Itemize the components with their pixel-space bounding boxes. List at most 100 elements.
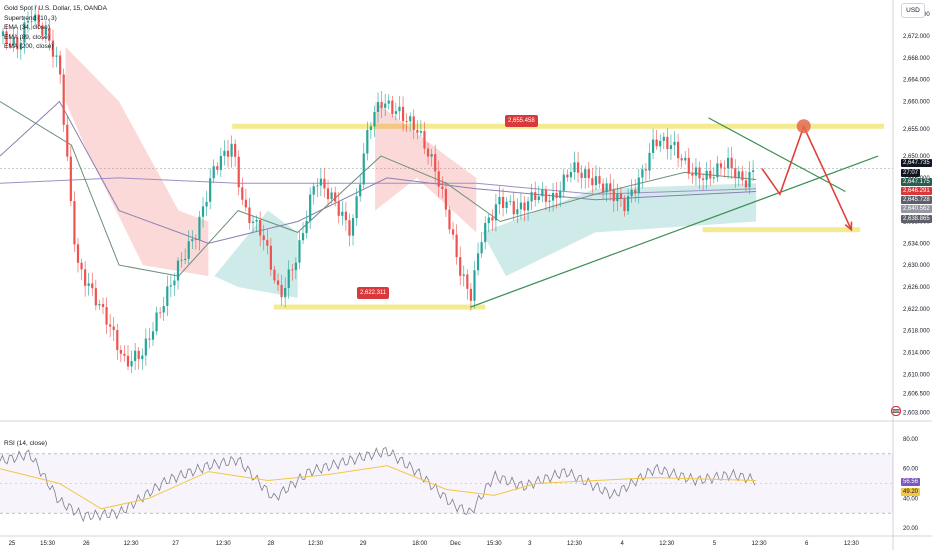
candle-up [726, 157, 730, 169]
y-tick-label: 2,603.000 [903, 410, 930, 416]
candle-up [141, 355, 144, 360]
candle-up [384, 103, 387, 108]
x-tick-label: 6 [805, 541, 809, 547]
candle-up [223, 150, 226, 156]
candle-up [298, 240, 301, 263]
candle-up [376, 101, 380, 112]
x-tick-label: 28 [268, 541, 275, 547]
candle-down [37, 14, 40, 26]
candle-up [351, 218, 355, 236]
candle-up [173, 280, 176, 286]
candle-up [187, 241, 190, 259]
candle-down [326, 188, 330, 200]
candle-up [162, 305, 165, 313]
indicator-ema-200[interactable]: EMA (200, close) [4, 43, 54, 50]
x-tick-label: 12:30 [308, 541, 324, 547]
candle-down [380, 101, 383, 108]
currency-badge[interactable]: USD [901, 3, 925, 18]
x-tick-label: 18:00 [412, 541, 428, 547]
indicator-supertrend[interactable]: Supertrend (10, 3) [4, 14, 57, 22]
candle-down [91, 283, 94, 289]
candle-up [430, 154, 433, 157]
candle-down [244, 199, 247, 208]
y-tick-label: 2,626.000 [903, 285, 930, 291]
candle-up [19, 42, 22, 50]
x-tick-layer: 25 15:30 26 12:30 27 12:30 28 12:30 29 18:00 Dec 15… [9, 541, 860, 547]
legend: Gold Spot / U.S. Dollar, 15, OANDA Super… [4, 4, 107, 52]
x-tick-label: 3 [528, 541, 532, 547]
resistance-zone [232, 123, 885, 129]
indicator-ema-89[interactable]: EMA (89, close) [4, 33, 50, 41]
candle-down [80, 262, 83, 270]
candle-down [730, 157, 733, 169]
candle-up [155, 312, 158, 332]
candle-up [519, 202, 523, 210]
candle-down [269, 245, 272, 270]
rsi-y-tick-label: 20.00 [903, 526, 919, 532]
candle-up [366, 129, 369, 154]
candle-down [248, 207, 251, 223]
indicator-ema-34[interactable]: EMA (34, close) [4, 24, 50, 31]
rsi-line [0, 446, 756, 523]
rsi-label[interactable]: RSI (14, close) [4, 440, 47, 447]
candle-down [655, 139, 658, 147]
candle-down [216, 166, 219, 170]
projection-path [761, 124, 853, 231]
candle-down [323, 178, 326, 189]
candle-down [455, 234, 458, 258]
band-layer [232, 123, 885, 310]
candle-up [319, 178, 322, 186]
x-tick-label: 12:30 [659, 541, 675, 547]
candle-up [480, 242, 483, 254]
rsi-ma-value-tag: 49.20 [901, 488, 921, 496]
candle-down [62, 74, 65, 125]
candle-up [144, 338, 147, 356]
candle-down [701, 178, 705, 180]
candle-up [287, 269, 290, 288]
y-tick-label: 2,614.000 [903, 350, 930, 356]
candle-up [176, 260, 180, 281]
y-tick-label: 2,650.000 [903, 154, 930, 160]
candle-up [305, 220, 308, 234]
y-tick-label: 2,672.000 [903, 34, 930, 40]
candle-down [94, 288, 97, 306]
price-tag: 2,645.728 [901, 196, 932, 205]
candle-down [680, 158, 683, 161]
price-tag: 2,638.865 [901, 214, 932, 223]
candle-up [605, 183, 608, 193]
candle-down [259, 219, 262, 236]
candle-up [498, 196, 501, 205]
candle-layer [1, 4, 755, 373]
x-tick-label: 29 [360, 541, 367, 547]
y-tick-layer: 2,676.0002,672.0002,668.0002,664.0002,66… [903, 12, 930, 532]
candle-down [734, 168, 737, 179]
candle-down [744, 180, 748, 188]
candle-down [698, 167, 701, 179]
candle-up [180, 259, 183, 261]
candle-up [309, 194, 312, 221]
resistance-callout: 2,655.458 [505, 115, 538, 127]
rsi-value-tag: 56.56 [901, 478, 921, 486]
candle-up [198, 216, 201, 240]
tradingview-logo-icon[interactable] [889, 406, 903, 416]
candle-down [348, 220, 351, 236]
y-tick-label: 2,606.500 [903, 391, 930, 397]
candle-up [559, 190, 562, 198]
supertrend-up-fill [214, 210, 298, 298]
projection-arrowhead [844, 221, 853, 232]
candle-down [469, 288, 473, 301]
symbol-title[interactable]: Gold Spot / U.S. Dollar, 15, OANDA [4, 5, 107, 12]
candle-down [423, 131, 426, 149]
x-tick-label: 26 [83, 541, 90, 547]
candle-up [594, 176, 598, 186]
candle-down [66, 124, 69, 157]
price-tag: 2,647.175 [901, 177, 932, 186]
candle-up [301, 233, 305, 241]
candle-down [280, 284, 283, 298]
candle-down [84, 269, 87, 286]
target-zone [702, 227, 861, 233]
rsi-y-tick-label: 40.00 [903, 496, 919, 502]
candle-up [526, 201, 530, 211]
candle-down [401, 106, 405, 122]
